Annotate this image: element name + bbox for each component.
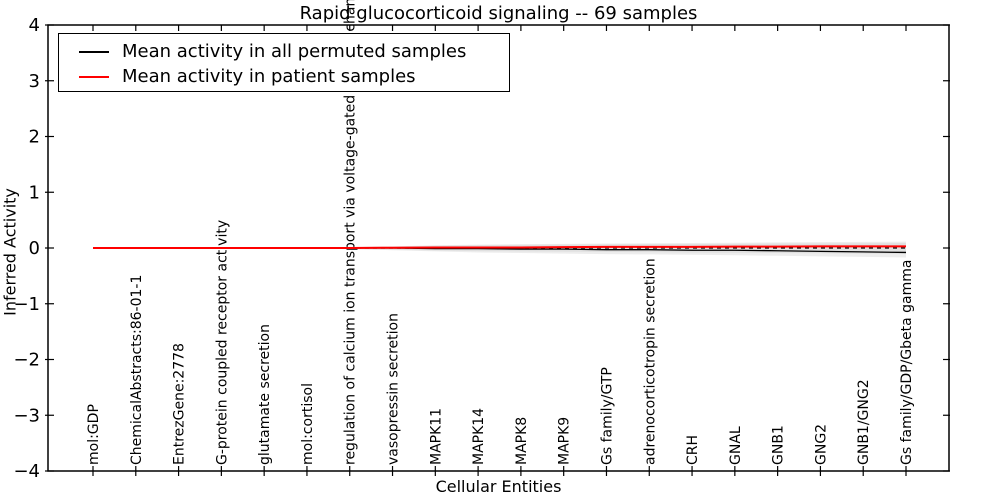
legend-item-permuted: Mean activity in all permuted samples [59, 39, 509, 64]
x-tick-label: CRH [685, 435, 701, 465]
x-tick-label: mol:cortisol [300, 383, 316, 465]
y-tick-label: −4 [13, 461, 40, 482]
y-tick-label: 0 [29, 238, 40, 259]
legend-label-permuted: Mean activity in all permuted samples [122, 41, 467, 62]
x-tick-label: G-protein coupled receptor activity [214, 220, 230, 465]
permuted-line-swatch [79, 50, 109, 53]
x-tick-label: vasopressin secretion [386, 313, 402, 465]
x-tick-label: Gs family/GTP [599, 367, 615, 465]
chart-title: Rapid glucocorticoid signaling -- 69 sam… [299, 3, 698, 24]
x-tick-label: MAPK14 [471, 408, 487, 465]
x-tick-label: mol:GDP [86, 404, 102, 465]
y-tick-label: 1 [29, 182, 40, 203]
y-tick-label: −1 [13, 294, 40, 315]
series-line-1 [93, 245, 906, 249]
legend-label-patient: Mean activity in patient samples [122, 66, 416, 87]
x-tick-label: glutamate secretion [257, 324, 273, 465]
y-tick-label: 2 [29, 127, 40, 148]
x-tick-label: EntrezGene:2778 [172, 343, 188, 465]
legend: Mean activity in all permuted samples Me… [58, 33, 510, 92]
y-tick-label: −2 [13, 350, 40, 371]
x-tick-label: MAPK11 [428, 408, 444, 465]
x-tick-label: ChemicalAbstracts:86-01-1 [129, 275, 145, 465]
legend-item-patient: Mean activity in patient samples [59, 64, 509, 89]
x-tick-label: regulation of calcium ion transport via … [343, 0, 359, 465]
x-tick-label: GNG2 [813, 424, 829, 465]
y-tick-label: 3 [29, 71, 40, 92]
x-tick-label: GNB1 [771, 425, 787, 465]
patient-line-swatch [79, 75, 109, 78]
permuted-confidence-band [93, 241, 906, 258]
x-tick-label: MAPK8 [514, 417, 530, 465]
x-tick-label: GNAL [728, 426, 744, 465]
x-axis-title: Cellular Entities [435, 477, 562, 496]
y-tick-label: −3 [13, 405, 40, 426]
x-tick-label: MAPK9 [557, 417, 573, 465]
x-tick-label: GNB1/GNG2 [856, 379, 872, 465]
x-tick-label: Gs family/GDP/Gbeta gamma [899, 260, 915, 466]
x-tick-label: adrenocorticotropin secretion [642, 258, 658, 465]
y-tick-label: 4 [29, 15, 40, 36]
